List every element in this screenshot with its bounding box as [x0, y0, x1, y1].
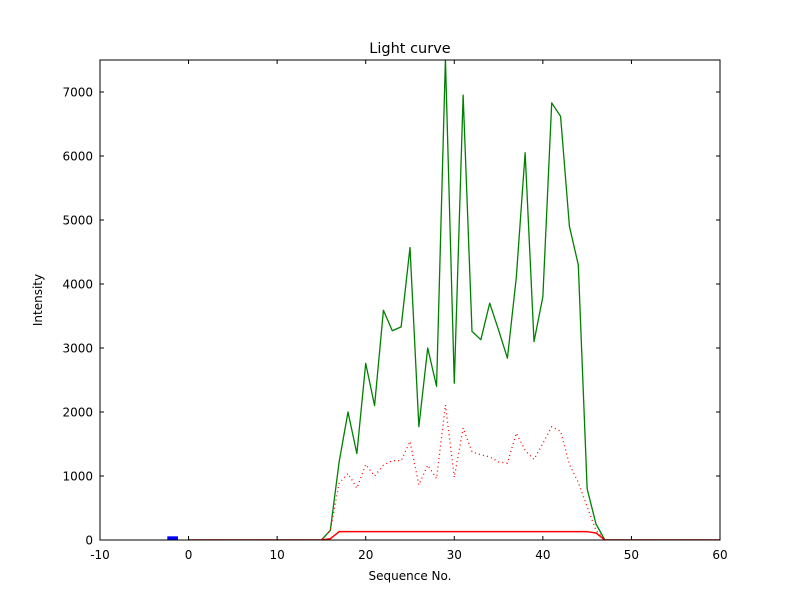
y-tick-label: 0 — [85, 534, 93, 548]
x-tick-label: 60 — [712, 548, 727, 562]
y-tick-label: 7000 — [62, 86, 93, 100]
green-solid-curve — [188, 60, 720, 540]
series-group — [167, 60, 720, 540]
y-tick-label: 6000 — [62, 150, 93, 164]
x-axis-label: Sequence No. — [369, 569, 452, 583]
x-tick-label: 10 — [270, 548, 285, 562]
y-tick-label: 2000 — [62, 406, 93, 420]
ticks-group — [99, 60, 721, 541]
tick-labels-group: -10 0 10 20 30 40 50 60010002000300040005000600… — [62, 86, 727, 563]
y-tick-label: 4000 — [62, 278, 93, 292]
x-tick-label: 20 — [358, 548, 373, 562]
y-tick-label: 3000 — [62, 342, 93, 356]
x-tick-label: -10 — [90, 548, 110, 562]
x-tick-label: 0 — [185, 548, 193, 562]
x-tick-label: 50 — [624, 548, 639, 562]
y-axis-label: Intensity — [31, 274, 45, 326]
plot-background — [100, 60, 720, 540]
y-tick-label: 1000 — [62, 470, 93, 484]
axes-frame — [99, 59, 721, 541]
x-tick-label: 40 — [535, 548, 550, 562]
x-tick-label: 30 — [447, 548, 462, 562]
y-tick-label: 5000 — [62, 214, 93, 228]
chart-title: Light curve — [369, 41, 451, 57]
red-solid-baseline — [188, 530, 720, 540]
